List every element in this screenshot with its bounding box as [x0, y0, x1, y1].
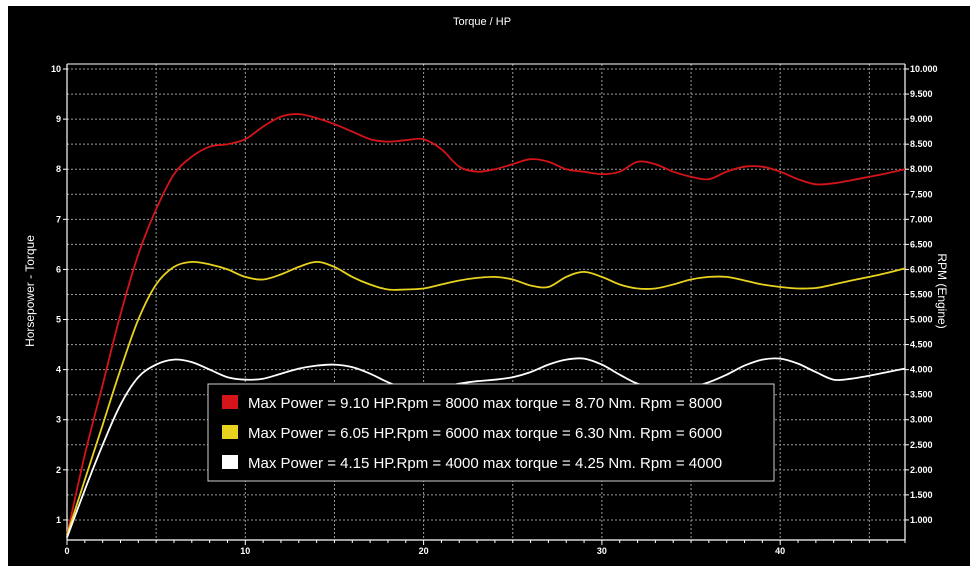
x-tick-label: 10 — [240, 546, 250, 556]
y-tick-label: 8 — [56, 164, 61, 174]
y2-tick-label: 4.500 — [910, 340, 933, 350]
x-tick-label: 0 — [64, 546, 69, 556]
chart-title: Torque / HP — [453, 16, 511, 28]
y2-tick-label: 10.000 — [910, 64, 938, 74]
y2-tick-label: 6.000 — [910, 264, 933, 274]
y-tick-label: 9 — [56, 114, 61, 124]
y-tick-label: 5 — [56, 315, 61, 325]
series-lines — [66, 113, 906, 538]
chart-frame: 1.000 1.500 2.000 2.500 3.000 3.500 4.000 4.500… — [8, 6, 970, 566]
y-tick-label: 7 — [56, 214, 61, 224]
legend-swatch — [222, 425, 238, 439]
legend-box — [207, 383, 775, 482]
y-tick-label: 4 — [56, 365, 61, 375]
y2-tick-label: 2.500 — [910, 440, 933, 450]
y2-tick-label: 9.500 — [910, 89, 933, 99]
series-line-yellow — [66, 260, 906, 536]
legend-entry-label: Max Power = 6.05 HP.Rpm = 6000 max torqu… — [248, 425, 722, 442]
series-line-red — [66, 113, 906, 536]
y2-tick-label: 6.500 — [910, 239, 933, 249]
y-tick-label: 2 — [56, 465, 61, 475]
y2-tick-label: 3.000 — [910, 415, 933, 425]
x-tick-label: 40 — [775, 546, 785, 556]
legend: Max Power = 9.10 HP.Rpm = 8000 max torqu… — [207, 383, 775, 482]
y-tick-label: 1 — [56, 515, 61, 525]
axes: 1.000 1.500 2.000 2.500 3.000 3.500 4.000 4.500… — [51, 63, 938, 556]
y2-tick-label: 7.500 — [910, 189, 933, 199]
legend-entry-label: Max Power = 9.10 HP.Rpm = 8000 max torqu… — [248, 395, 722, 412]
y2-axis-title: RPM (Engine) — [935, 253, 949, 328]
y-axis-title: Horsepower - Torque — [23, 235, 37, 347]
y2-tick-label: 1.000 — [910, 515, 933, 525]
y2-tick-label: 5.500 — [910, 289, 933, 299]
y2-tick-label: 2.000 — [910, 465, 933, 475]
y-tick-label: 3 — [56, 415, 61, 425]
y2-tick-label: 8.500 — [910, 139, 933, 149]
y2-tick-label: 3.500 — [910, 390, 933, 400]
x-tick-label: 30 — [597, 546, 607, 556]
y2-tick-label: 5.000 — [910, 315, 933, 325]
y2-tick-label: 9.000 — [910, 114, 933, 124]
series-line-white — [66, 357, 906, 538]
y-tick-label: 10 — [51, 64, 61, 74]
y2-tick-label: 7.000 — [910, 214, 933, 224]
legend-swatch — [222, 455, 238, 469]
torque-hp-chart: 1.000 1.500 2.000 2.500 3.000 3.500 4.000 4.500… — [23, 16, 949, 556]
y2-tick-label: 4.000 — [910, 365, 933, 375]
x-tick-label: 20 — [419, 546, 429, 556]
y2-tick-label: 8.000 — [910, 164, 933, 174]
y2-tick-label: 1.500 — [910, 490, 933, 500]
y-tick-label: 6 — [56, 264, 61, 274]
legend-entry-label: Max Power = 4.15 HP.Rpm = 4000 max torqu… — [248, 455, 722, 472]
legend-swatch — [222, 395, 238, 409]
